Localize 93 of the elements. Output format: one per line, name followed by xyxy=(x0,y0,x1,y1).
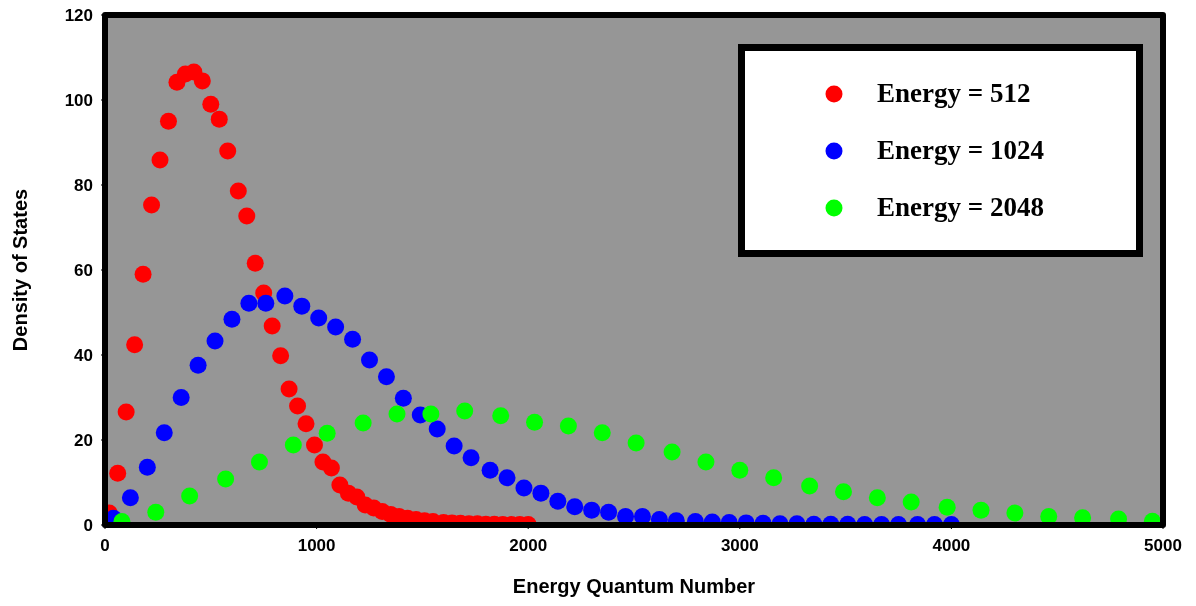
x-tick-label: 2000 xyxy=(509,536,548,556)
point xyxy=(361,351,378,369)
point xyxy=(293,297,311,315)
point xyxy=(181,487,199,505)
point xyxy=(151,151,169,169)
point xyxy=(322,459,340,477)
y-tick-label: 0 xyxy=(83,516,93,536)
point xyxy=(1006,504,1024,522)
point xyxy=(297,415,315,433)
point xyxy=(126,336,144,354)
point xyxy=(189,356,207,374)
point xyxy=(498,469,516,487)
point xyxy=(263,317,281,335)
point xyxy=(526,413,544,431)
point xyxy=(456,402,474,420)
point xyxy=(272,347,290,365)
point xyxy=(566,498,584,516)
point xyxy=(354,414,372,432)
point xyxy=(481,461,499,479)
point xyxy=(549,492,567,510)
x-tick-label: 1000 xyxy=(297,536,336,556)
point xyxy=(223,310,241,328)
point xyxy=(318,424,336,442)
point xyxy=(289,397,307,415)
y-tick-label: 60 xyxy=(74,261,93,281)
point xyxy=(172,389,190,406)
point xyxy=(801,477,819,495)
point xyxy=(219,142,237,160)
point xyxy=(492,407,510,425)
point xyxy=(257,294,275,312)
point xyxy=(765,469,783,487)
point xyxy=(246,254,264,272)
point xyxy=(284,436,302,454)
x-axis-title: Energy Quantum Number xyxy=(512,575,756,597)
x-tick-label: 5000 xyxy=(1144,536,1182,556)
point xyxy=(280,380,298,398)
point xyxy=(138,458,156,476)
y-tick-label: 80 xyxy=(74,176,93,196)
x-tick-label: 3000 xyxy=(720,536,759,556)
point xyxy=(697,453,715,471)
point xyxy=(515,479,533,497)
point xyxy=(731,461,749,479)
point xyxy=(600,503,618,521)
point xyxy=(583,501,601,519)
point xyxy=(143,196,161,214)
point xyxy=(117,403,135,421)
point xyxy=(210,110,228,128)
point xyxy=(202,95,220,113)
point xyxy=(388,405,406,423)
point xyxy=(240,294,258,312)
y-axis-title: Density of States xyxy=(9,188,32,352)
point xyxy=(663,443,681,461)
legend-label: Energy = 1024 xyxy=(877,135,1044,166)
point xyxy=(902,493,920,511)
y-tick-label: 40 xyxy=(74,346,93,366)
point xyxy=(428,420,446,438)
point xyxy=(377,368,395,386)
legend-label: Energy = 2048 xyxy=(877,192,1044,223)
point xyxy=(593,424,611,442)
point xyxy=(305,436,323,454)
y-tick-label: 20 xyxy=(74,431,93,451)
point xyxy=(121,489,139,507)
point xyxy=(310,309,328,327)
legend-label: Energy = 512 xyxy=(877,78,1031,109)
point xyxy=(250,453,268,471)
point xyxy=(868,489,886,507)
point xyxy=(147,503,165,521)
point xyxy=(559,417,577,435)
point xyxy=(206,332,224,350)
point xyxy=(193,72,211,90)
point xyxy=(276,287,294,305)
point xyxy=(155,424,173,442)
point xyxy=(238,207,256,225)
point xyxy=(445,437,463,455)
point xyxy=(394,389,412,407)
point xyxy=(422,405,440,423)
point xyxy=(327,318,345,336)
y-tick-label: 120 xyxy=(64,6,93,26)
point xyxy=(532,484,550,502)
x-tick-label: 0 xyxy=(100,536,110,556)
point xyxy=(627,434,645,452)
y-tick-label: 100 xyxy=(64,91,93,111)
point xyxy=(159,112,177,130)
x-tick-label: 4000 xyxy=(932,536,971,556)
point xyxy=(109,464,127,482)
point xyxy=(229,182,247,200)
point xyxy=(938,498,956,516)
point xyxy=(344,330,362,348)
point xyxy=(134,265,152,283)
point xyxy=(834,483,852,501)
point xyxy=(217,470,235,488)
point xyxy=(972,501,990,519)
point xyxy=(462,449,480,467)
